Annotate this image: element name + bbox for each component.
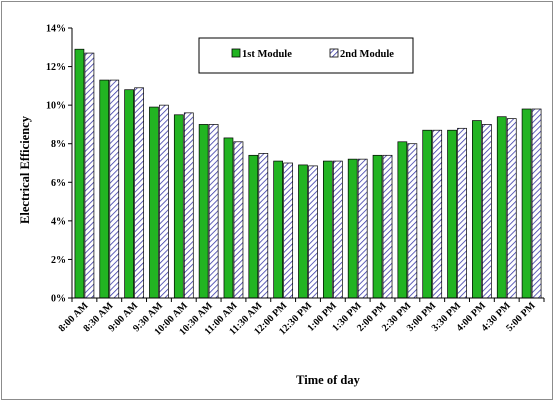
y-tick-label: 14% [46,24,66,35]
bar-1st-module-9 [298,164,308,299]
bar-1st-module-12 [372,154,383,299]
bar-2nd-module-14 [432,129,443,299]
bar-1st-module-6 [223,137,234,299]
bar-1st-module-7 [248,154,259,299]
bar-2nd-module-8 [283,162,294,299]
bar-1st-module-10 [322,160,333,299]
y-tick-label: 4% [51,216,66,227]
bar-2nd-module-10 [332,160,343,299]
y-tick-label: 8% [51,139,66,150]
x-axis-title: Time of day [296,373,360,387]
bar-1st-module-8 [273,160,284,299]
bar-1st-module-14 [422,129,433,299]
bar-1st-module-13 [397,141,408,299]
y-tick-label: 0% [51,294,66,305]
bar-1st-module-3 [149,106,159,299]
bar-1st-module-18 [521,108,532,299]
bar-2nd-module-2 [134,87,144,299]
bar-2nd-module-12 [382,154,393,299]
bar-1st-module-2 [124,89,134,299]
bar-2nd-module-0 [84,52,95,299]
y-tick-label: 6% [51,178,66,189]
bar-1st-module-11 [347,158,358,299]
legend-label-2nd-module: 2nd Module [340,49,394,60]
bar-1st-module-5 [198,124,209,299]
bar-2nd-module-13 [407,143,418,299]
bar-2nd-module-16 [482,124,492,299]
bar-2nd-module-7 [258,153,269,299]
bar-2nd-module-4 [183,112,194,299]
bar-1st-module-1 [99,79,110,299]
bar-2nd-module-11 [357,158,368,299]
bar-2nd-module-15 [457,127,467,299]
legend-swatch-2nd-module [329,48,339,58]
bar-2nd-module-6 [233,141,244,299]
bar-1st-module-15 [447,129,457,299]
legend: 1st Module 2nd Module [198,37,414,74]
bar-2nd-module-5 [208,124,219,299]
legend-label-1st-module: 1st Module [242,49,292,60]
bar-2nd-module-18 [531,108,542,299]
bar-2nd-module-1 [109,79,120,299]
bar-1st-module-17 [496,116,507,299]
y-tick-label: 12% [46,62,66,73]
bar-2nd-module-3 [159,104,169,299]
bar-1st-module-4 [173,114,184,299]
y-tick-label: 10% [46,101,66,112]
bar-2nd-module-9 [308,165,318,299]
y-axis-title: Electrical Efficiency [18,115,32,224]
legend-swatch-1st-module [231,48,241,58]
bar-1st-module-16 [472,120,482,299]
bar-1st-module-0 [74,48,85,299]
bar-2nd-module-17 [506,118,517,299]
y-tick-label: 2% [51,255,66,266]
